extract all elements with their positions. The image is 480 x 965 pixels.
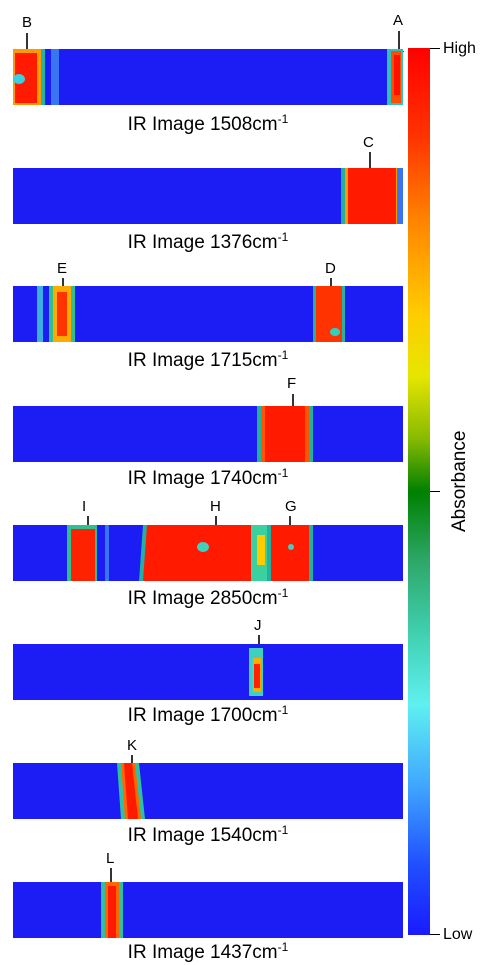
ir-image-2850: [13, 525, 403, 581]
marker-b: B: [22, 14, 33, 31]
colorbar-title: Absorbance: [449, 430, 470, 532]
ir-image-1508: [13, 49, 403, 105]
ir-image-1376: [13, 168, 403, 224]
caption-1715: IR Image 1715cm-1: [127, 348, 289, 371]
colorbar-tick-high: [430, 48, 440, 49]
marker-e: E: [57, 260, 68, 277]
ir-image-1740: [13, 406, 403, 462]
ir-image-1540: [13, 763, 403, 819]
marker-f: F: [287, 375, 297, 392]
marker-i: I: [82, 498, 87, 515]
caption-1740: IR Image 1740cm-1: [127, 466, 289, 489]
caption-2850: IR Image 2850cm-1: [127, 586, 289, 609]
marker-g: G: [285, 498, 297, 515]
marker-c: C: [363, 134, 374, 151]
caption-1508: IR Image 1508cm-1: [127, 112, 289, 135]
colorbar-tick-low: [430, 934, 440, 935]
ir-image-1715: [13, 286, 403, 342]
caption-1700: IR Image 1700cm-1: [127, 703, 289, 726]
ir-image-1700: [13, 644, 403, 700]
marker-l: L: [106, 850, 115, 867]
marker-j: J: [254, 617, 262, 634]
marker-d: D: [325, 260, 336, 277]
marker-a: A: [393, 12, 404, 29]
colorbar-tick-mid: [430, 491, 440, 492]
marker-h: H: [210, 498, 221, 515]
caption-1376: IR Image 1376cm-1: [127, 230, 289, 253]
colorbar-low-label: Low: [443, 926, 473, 943]
ir-image-1437: [13, 882, 403, 938]
marker-k: K: [127, 737, 138, 754]
caption-1437: IR Image 1437cm-1: [127, 940, 289, 963]
caption-1540: IR Image 1540cm-1: [127, 823, 289, 846]
absorbance-colorbar: [408, 48, 430, 935]
colorbar-high-label: High: [443, 40, 476, 57]
